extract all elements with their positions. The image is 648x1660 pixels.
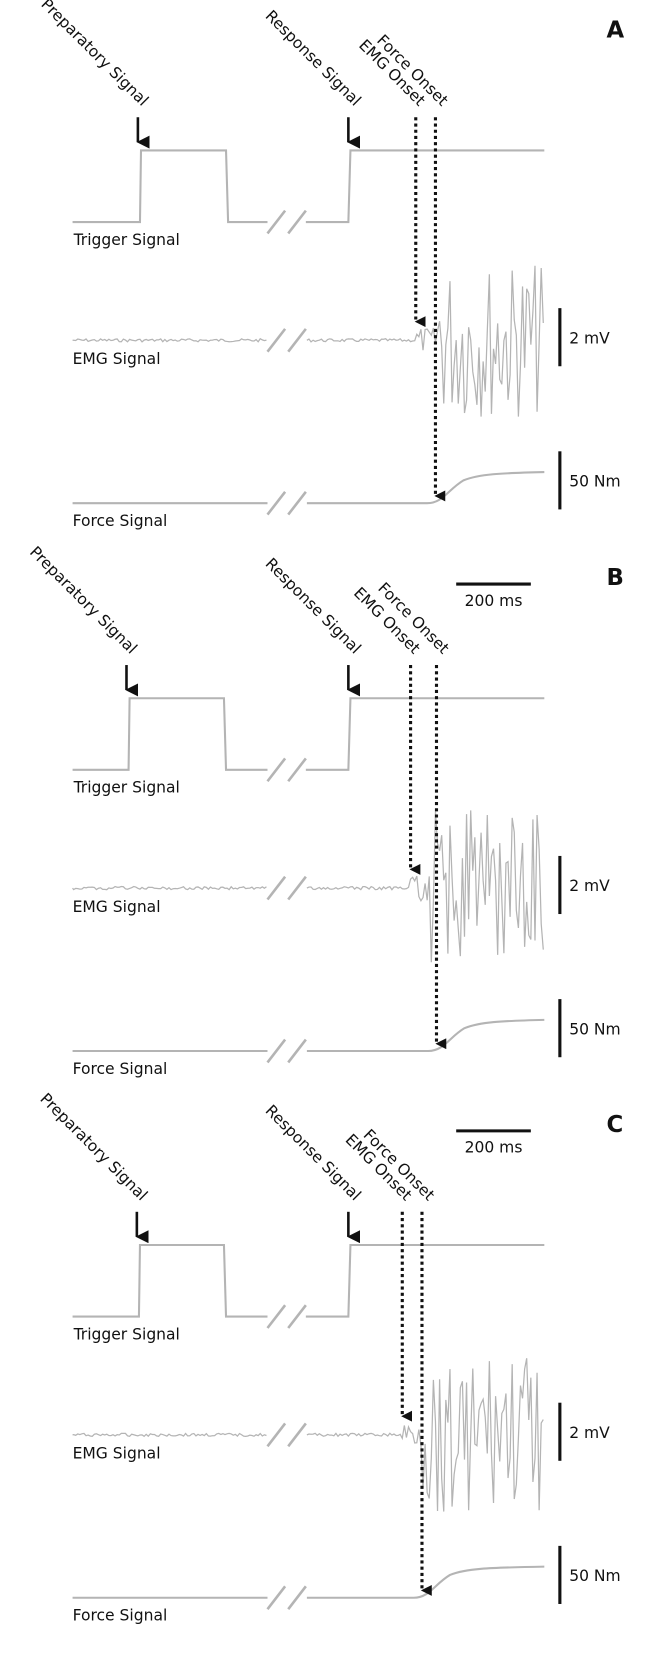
break-mark (287, 328, 307, 353)
trigger-label: Trigger Signal (73, 231, 180, 249)
trigger-trace (72, 697, 545, 771)
panel-label: B (607, 565, 624, 591)
break-mark (266, 1304, 287, 1329)
emg-scale: 2 mV (569, 877, 610, 895)
break-mark (287, 757, 307, 783)
break-mark (266, 209, 287, 235)
emg-label: EMG Signal (73, 350, 161, 368)
force-label: Force Signal (73, 512, 168, 530)
break-mark (266, 1585, 287, 1610)
response-label: Response Signal (262, 555, 365, 658)
break-mark (287, 1422, 307, 1448)
preparatory-label: Preparatory Signal (36, 1090, 150, 1205)
emg-label: EMG Signal (73, 1445, 161, 1463)
response-label: Response Signal (262, 7, 365, 110)
break-mark (266, 328, 287, 353)
time-scale: 200 ms (465, 1139, 523, 1157)
break-mark (266, 875, 287, 901)
panel-label: C (607, 1112, 624, 1138)
force-scale: 50 Nm (569, 1567, 620, 1585)
break-mark (266, 1422, 287, 1448)
preparatory-label: Preparatory Signal (37, 0, 151, 110)
response-label: Response Signal (262, 1101, 365, 1204)
panel: B Preparatory Signal Response Signal Force … (26, 543, 624, 1078)
emg-trace (72, 810, 544, 963)
emg-scale: 2 mV (569, 1424, 610, 1442)
emg-scale: 2 mV (569, 329, 610, 347)
break-mark (287, 1304, 307, 1329)
force-trace (72, 471, 545, 505)
panel: A Preparatory Signal Response Signal Force … (37, 0, 624, 530)
panel-label: A (607, 17, 625, 43)
trigger-label: Trigger Signal (73, 1325, 180, 1343)
force-trace (72, 1018, 545, 1053)
time-scale: 200 ms (465, 592, 523, 610)
force-scale: 50 Nm (569, 473, 620, 491)
break-mark (266, 1038, 287, 1064)
break-mark (287, 1038, 307, 1064)
trigger-label: Trigger Signal (73, 779, 180, 797)
force-label: Force Signal (73, 1060, 168, 1078)
break-mark (287, 875, 307, 901)
trigger-trace (72, 1243, 545, 1318)
emg-label: EMG Signal (73, 898, 161, 916)
emg-trace (72, 1358, 544, 1512)
trigger-trace (72, 149, 545, 224)
emg-trace (72, 265, 544, 417)
force-label: Force Signal (73, 1607, 168, 1625)
force-scale: 50 Nm (569, 1020, 620, 1038)
force-trace (72, 1565, 545, 1599)
break-mark (287, 490, 307, 516)
break-mark (266, 490, 287, 516)
panel: C Preparatory Signal Response Signal Force … (36, 1090, 623, 1625)
break-mark (266, 757, 287, 783)
break-mark (287, 1585, 307, 1610)
break-mark (287, 209, 307, 235)
preparatory-label: Preparatory Signal (26, 543, 140, 658)
